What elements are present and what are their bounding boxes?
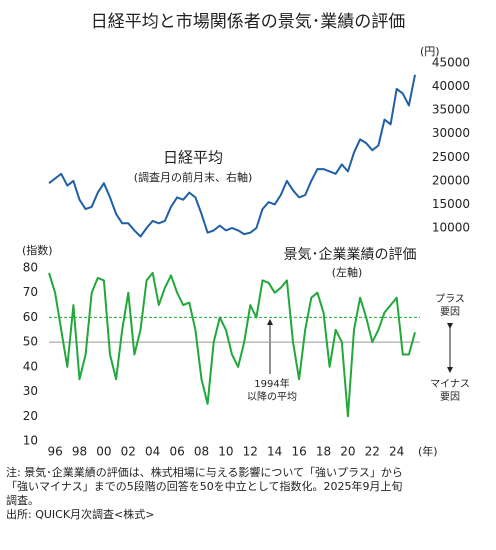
series-note: (調査月の前月末、右軸) bbox=[134, 170, 253, 184]
y-unit: (指数) bbox=[22, 243, 53, 257]
y2-tick-label: 40000 bbox=[432, 79, 470, 93]
y2-tick-label: 30000 bbox=[432, 126, 470, 140]
series-note: (左軸) bbox=[332, 265, 363, 279]
x-tick-label: 20 bbox=[340, 445, 355, 459]
series-label: 景気･企業業績の評価 bbox=[284, 246, 417, 263]
y2-unit: (円) bbox=[420, 45, 440, 58]
y2-tick-label: 10000 bbox=[432, 221, 470, 235]
y2-tick-label: 15000 bbox=[432, 197, 470, 211]
y-tick-label: 50 bbox=[23, 335, 38, 349]
y-tick-label: 20 bbox=[23, 409, 38, 423]
x-unit: (年) bbox=[418, 444, 438, 458]
y-tick-label: 70 bbox=[23, 285, 38, 299]
x-tick-label: 18 bbox=[316, 445, 331, 459]
x-tick-label: 02 bbox=[121, 445, 136, 459]
y-tick-label: 60 bbox=[23, 310, 38, 324]
y2-tick-label: 25000 bbox=[432, 150, 470, 164]
x-tick-label: 22 bbox=[365, 445, 380, 459]
series-label: 日経平均 bbox=[163, 149, 223, 167]
x-tick-label: 06 bbox=[169, 445, 184, 459]
series-line bbox=[48, 271, 416, 418]
y-tick-label: 40 bbox=[23, 359, 38, 373]
note-line: 注: 景気･企業業績の評価は、株式相場に与える影響について「強いプラス」から bbox=[6, 466, 403, 479]
notes: 注: 景気･企業業績の評価は、株式相場に与える影響について「強いプラス」から 「強… bbox=[0, 466, 496, 522]
chart-title: 日経平均と市場関係者の景気･業績の評価 bbox=[91, 12, 406, 32]
plus-label: 要因 bbox=[440, 306, 460, 318]
plus-label: プラス bbox=[435, 293, 465, 305]
x-tick-label: 10 bbox=[218, 445, 233, 459]
average-label: 1994年 bbox=[254, 377, 289, 390]
x-tick-label: 16 bbox=[291, 445, 306, 459]
x-tick-label: 04 bbox=[145, 445, 160, 459]
x-tick-label: 00 bbox=[96, 445, 111, 459]
note-line: 調査。 bbox=[6, 494, 39, 507]
series-line bbox=[48, 74, 416, 238]
y-tick-label: 80 bbox=[23, 261, 38, 275]
y2-tick-label: 35000 bbox=[432, 103, 470, 117]
x-tick-label: 08 bbox=[194, 445, 209, 459]
x-tick-label: 14 bbox=[267, 445, 282, 459]
note-line: 「強いマイナス」までの5段階の回答を50を中立として指数化。2025年9月上旬 bbox=[6, 480, 403, 493]
y2-tick-label: 45000 bbox=[432, 56, 470, 70]
y-tick-label: 10 bbox=[23, 434, 38, 448]
x-tick-label: 98 bbox=[72, 445, 87, 459]
minus-label: マイナス bbox=[430, 378, 470, 390]
minus-label: 要因 bbox=[440, 391, 460, 403]
average-label: 以降の平均 bbox=[247, 390, 297, 403]
y2-tick-label: 20000 bbox=[432, 173, 470, 187]
chart: 日経平均と市場関係者の景気･業績の評価 (指数) (円) (年) 日経平均 (調… bbox=[22, 12, 470, 459]
x-tick-label: 96 bbox=[47, 445, 62, 459]
note-line: 出所: QUICK月次調査<株式> bbox=[6, 508, 155, 521]
x-tick-label: 12 bbox=[243, 445, 258, 459]
x-tick-label: 24 bbox=[389, 445, 404, 459]
y-tick-label: 30 bbox=[23, 384, 38, 398]
